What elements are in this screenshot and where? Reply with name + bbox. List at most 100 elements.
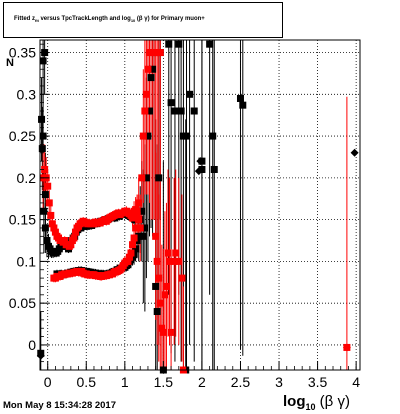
data-point (133, 211, 141, 219)
x-tick-label: 1 (121, 374, 129, 390)
data-point (158, 324, 166, 332)
data-point (209, 132, 217, 140)
y-tick-label: 0.25 (9, 128, 36, 144)
y-tick-label: 0.3 (17, 86, 37, 102)
title-box: Fitted zfit versus TpcTrackLength and lo… (3, 2, 283, 38)
data-point (198, 165, 206, 173)
data-point (190, 107, 198, 115)
data-point (161, 291, 169, 299)
data-point (132, 224, 140, 232)
data-point (152, 232, 160, 240)
data-point (210, 165, 218, 173)
data-point (152, 282, 160, 290)
data-point (47, 211, 55, 219)
data-point (44, 182, 52, 190)
data-point (41, 165, 49, 173)
data-point (71, 228, 79, 236)
data-point (67, 241, 75, 249)
data-point (147, 74, 155, 82)
data-point (48, 220, 56, 228)
diamond-point (350, 148, 359, 157)
data-point (61, 237, 69, 245)
chart-title: Fitted zfit versus TpcTrackLength and lo… (14, 16, 205, 24)
data-point (133, 207, 141, 215)
data-point (167, 328, 175, 336)
diamond-point (342, 343, 351, 352)
data-point (206, 40, 214, 48)
data-point (124, 257, 132, 265)
data-point (156, 49, 164, 57)
y-tick-label: 0.15 (9, 212, 36, 228)
data-point (135, 232, 143, 240)
data-point (167, 99, 175, 107)
data-point (136, 224, 144, 232)
data-point (162, 282, 170, 290)
data-point (41, 191, 49, 199)
data-point (41, 224, 49, 232)
data-point (50, 224, 58, 232)
data-point (129, 214, 137, 222)
data-point (139, 232, 147, 240)
data-point (130, 234, 138, 242)
diamond-point (196, 157, 205, 166)
data-point (132, 245, 140, 253)
x-tick-label: 4 (352, 374, 360, 390)
data-point (186, 90, 194, 98)
x-tick-label: 0 (44, 374, 52, 390)
data-point (183, 132, 191, 140)
data-point (45, 199, 53, 207)
data-point (175, 40, 183, 48)
data-point (177, 107, 185, 115)
data-point (135, 199, 143, 207)
data-point (155, 174, 163, 182)
y-tick-label: 0.35 (9, 45, 36, 61)
data-point (153, 257, 161, 265)
data-point (166, 257, 174, 265)
y-tick-label: 0.05 (9, 295, 36, 311)
data-point (175, 257, 183, 265)
data-point (171, 107, 179, 115)
data-point (142, 90, 150, 98)
timestamp: Mon May 8 15:34:28 2017 (3, 400, 117, 411)
data-point (138, 174, 146, 182)
data-point (139, 132, 147, 140)
diamond-point (36, 351, 45, 360)
x-tick-label: 2.5 (231, 374, 251, 390)
data-point (165, 40, 173, 48)
data-point (142, 174, 150, 182)
data-point (70, 234, 78, 242)
data-point (138, 207, 146, 215)
data-point (51, 228, 59, 236)
data-point (43, 237, 51, 245)
data-point (236, 94, 244, 102)
data-point (125, 253, 133, 261)
data-point (135, 216, 143, 224)
data-point (239, 101, 247, 109)
data-point (178, 274, 186, 282)
x-tick-label: 0.5 (77, 374, 97, 390)
data-point (145, 107, 153, 115)
data-point (159, 328, 167, 336)
data-points (36, 40, 359, 374)
plot-frame (39, 39, 361, 371)
x-tick-label: 1.5 (154, 374, 174, 390)
y-tick-label: 0.2 (17, 170, 37, 186)
data-point (127, 249, 135, 257)
x-tick-label: 3 (275, 374, 283, 390)
data-point (155, 274, 163, 282)
data-point (149, 65, 157, 73)
data-point (170, 257, 178, 265)
data-point (144, 132, 152, 140)
axis-ticks (39, 43, 357, 371)
data-point (153, 308, 161, 316)
x-tick-label: 3.5 (308, 374, 328, 390)
data-point (38, 145, 46, 153)
x-tick-label: 2 (198, 374, 206, 390)
data-point (129, 241, 137, 249)
y-axis-label: N (6, 57, 14, 69)
data-point (172, 249, 180, 257)
x-axis-label: log10 (β γ) (283, 393, 350, 412)
data-point (164, 249, 172, 257)
data-point (144, 65, 152, 73)
